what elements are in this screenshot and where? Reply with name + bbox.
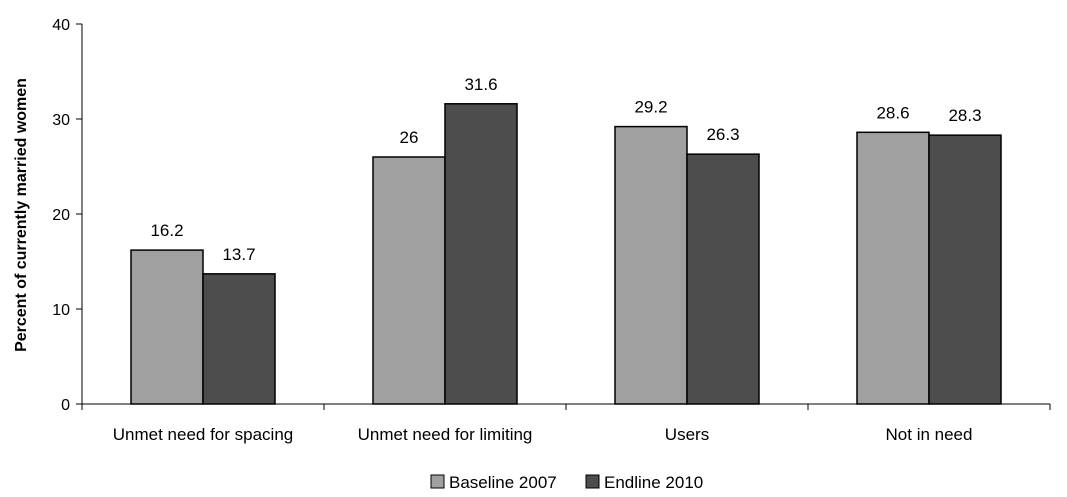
y-tick-label: 30 [52, 112, 70, 129]
legend-label: Endline 2010 [604, 473, 703, 492]
y-tick-label: 20 [52, 207, 70, 224]
x-tick-label: Not in need [886, 425, 973, 444]
axes: 0 10 20 30 40 Unmet need for spacing Unmet nee… [52, 17, 1051, 444]
legend: Baseline 2007 Endline 2010 [430, 473, 703, 492]
y-axis-title-group: Percent of currently married women [13, 78, 30, 352]
y-tick-label: 40 [52, 17, 70, 34]
bar-baseline [372, 156, 446, 405]
bars [130, 103, 1002, 405]
data-label: 26.3 [706, 125, 739, 144]
data-label: 29.2 [634, 98, 667, 117]
data-labels: 16.2 13.7 26 31.6 29.2 26.3 28.6 28.3 [150, 75, 981, 264]
bar-baseline [130, 249, 204, 405]
bar-endline [686, 153, 760, 405]
data-label: 28.6 [876, 103, 909, 122]
y-tick-label: 0 [61, 397, 70, 414]
y-axis-title: Percent of currently married women [13, 78, 30, 352]
data-label: 13.7 [222, 245, 255, 264]
data-label: 31.6 [464, 75, 497, 94]
bar-endline [444, 103, 518, 405]
legend-swatch [585, 474, 600, 489]
data-label: 28.3 [948, 106, 981, 125]
bar-endline [928, 134, 1002, 405]
data-label: 16.2 [150, 221, 183, 240]
x-tick-label: Users [665, 425, 709, 444]
y-tick-label: 10 [52, 302, 70, 319]
legend-label: Baseline 2007 [449, 473, 557, 492]
bar-endline [202, 273, 276, 405]
bar-baseline [856, 131, 930, 405]
data-label: 26 [400, 128, 419, 147]
bar-baseline [614, 125, 688, 405]
x-tick-label: Unmet need for spacing [113, 425, 294, 444]
x-tick-label: Unmet need for limiting [358, 425, 533, 444]
legend-swatch [430, 474, 445, 489]
